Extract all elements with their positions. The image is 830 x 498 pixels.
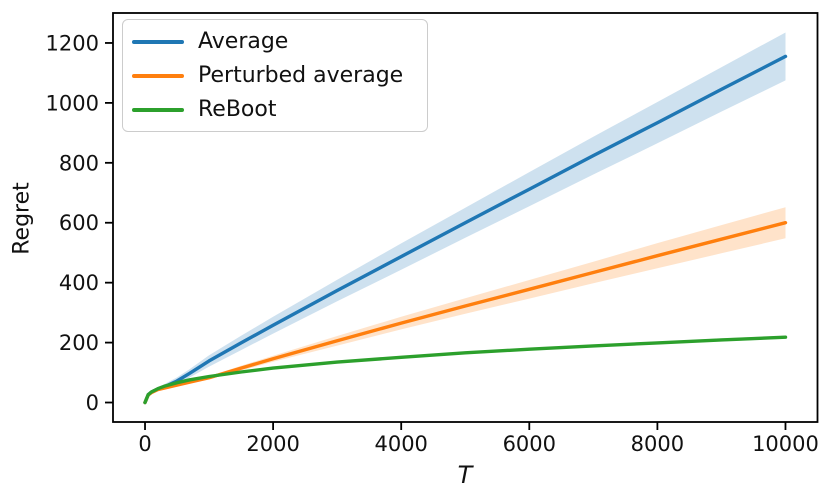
x-tick-label: 0 [138, 432, 151, 456]
y-tick-label: 1000 [46, 91, 99, 115]
legend-label-reboot: ReBoot [198, 97, 277, 122]
perturbed-average-line-swatch [132, 73, 184, 78]
x-tick-label: 4000 [374, 432, 427, 456]
y-tick-label: 400 [59, 271, 99, 295]
legend-item-average: Average [123, 29, 427, 54]
average-line-swatch [132, 39, 184, 44]
plot-border [112, 12, 819, 423]
legend: Average Perturbed average ReBoot [122, 19, 428, 132]
x-tick-label: 2000 [246, 432, 299, 456]
x-tick-label: 8000 [631, 432, 684, 456]
y-tick-label: 200 [59, 331, 99, 355]
legend-item-reboot: ReBoot [123, 97, 427, 122]
y-axis-label: Regret [9, 182, 35, 255]
series-band-average [145, 32, 786, 403]
legend-label-perturbed-average: Perturbed average [198, 63, 404, 88]
y-tick-label: 1200 [46, 31, 99, 55]
x-tick-label: 6000 [503, 432, 556, 456]
legend-label-average: Average [198, 29, 289, 54]
y-tick-label: 600 [59, 211, 99, 235]
y-tick-label: 800 [59, 151, 99, 175]
y-tick-label: 0 [86, 391, 99, 415]
legend-item-perturbed-average: Perturbed average [123, 63, 427, 88]
x-tick-label: 10000 [752, 432, 819, 456]
reboot-line-swatch [132, 107, 184, 112]
series-line-reboot [143, 335, 788, 405]
x-axis-label: T [457, 461, 473, 489]
